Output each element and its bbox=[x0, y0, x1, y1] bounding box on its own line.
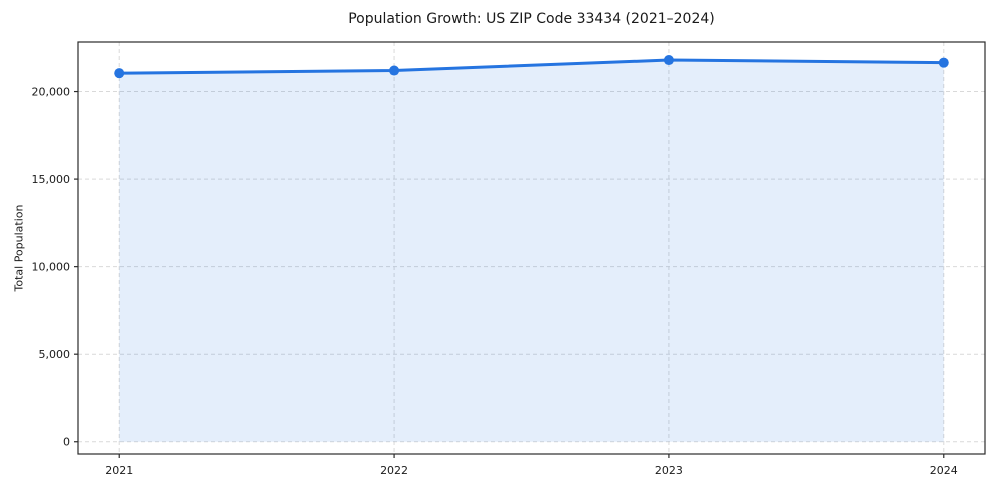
data-point-marker bbox=[663, 55, 674, 66]
chart-title: Population Growth: US ZIP Code 33434 (20… bbox=[348, 11, 715, 27]
y-tick-label: 5,000 bbox=[39, 348, 71, 361]
data-line bbox=[117, 58, 946, 75]
x-tick-label: 2021 bbox=[105, 464, 133, 477]
data-point-marker bbox=[389, 65, 400, 76]
y-tick-label: 10,000 bbox=[32, 261, 71, 274]
y-tick-label: 20,000 bbox=[32, 86, 71, 99]
y-tick-label: 15,000 bbox=[32, 173, 71, 186]
data-point-marker bbox=[938, 57, 949, 68]
x-tick-label: 2022 bbox=[380, 464, 408, 477]
y-tick-label: 0 bbox=[63, 436, 70, 449]
plot-border bbox=[77, 41, 986, 455]
area-fill bbox=[119, 60, 944, 442]
x-tick-label: 2023 bbox=[655, 464, 683, 477]
data-point-marker bbox=[114, 68, 125, 79]
x-tick-label: 2024 bbox=[930, 464, 958, 477]
